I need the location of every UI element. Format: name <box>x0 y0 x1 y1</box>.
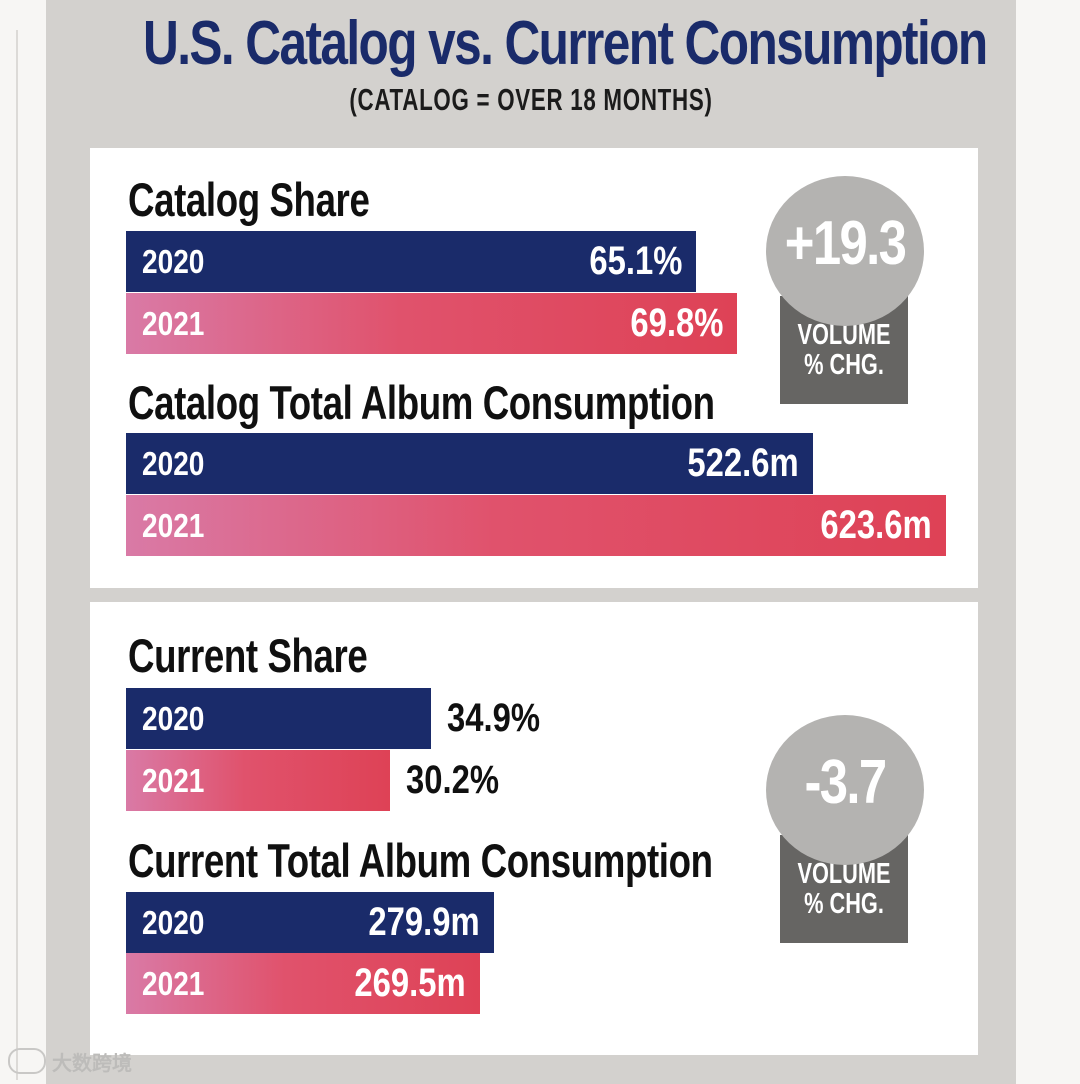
current-change-value: -3.7 <box>804 748 887 817</box>
catalog-share-bar-2020: 2020 65.1% <box>126 231 696 292</box>
bar-year-label: 2020 <box>142 700 205 737</box>
current-consumption-heading: Current Total Album Consumption <box>128 834 713 887</box>
current-share-heading: Current Share <box>128 629 368 682</box>
catalog-consumption-heading: Catalog Total Album Consumption <box>128 376 715 429</box>
volume-change-label: VOLUME % CHG. <box>797 858 891 920</box>
chart-subtitle: (CATALOG = OVER 18 MONTHS) <box>349 82 713 117</box>
bar-year-label: 2020 <box>142 243 205 280</box>
current-share-value-2020: 34.9% <box>447 696 541 740</box>
watermark-logo-icon <box>8 1048 46 1074</box>
edge-line <box>16 30 18 1080</box>
current-share-bar-2020: 2020 <box>126 688 431 749</box>
bar-value-label: 279.9m <box>368 900 480 944</box>
catalog-change-value: +19.3 <box>784 209 907 278</box>
catalog-share-bar-2021: 2021 69.8% <box>126 293 737 354</box>
bar-year-label: 2021 <box>142 507 205 544</box>
bar-year-label: 2020 <box>142 904 205 941</box>
watermark-text: 大数跨境 <box>52 1052 132 1075</box>
bar-year-label: 2021 <box>142 965 205 1002</box>
catalog-change-badge: +19.3 <box>766 176 924 326</box>
bar-year-label: 2021 <box>142 762 205 799</box>
catalog-consumption-bar-2020: 2020 522.6m <box>126 433 813 494</box>
current-change-badge: -3.7 <box>766 715 924 865</box>
catalog-consumption-bar-2021: 2021 623.6m <box>126 495 946 556</box>
volume-change-label: VOLUME % CHG. <box>797 319 891 381</box>
bar-value-label: 65.1% <box>588 239 682 283</box>
bar-value-label: 522.6m <box>687 441 799 485</box>
bar-year-label: 2021 <box>142 305 205 342</box>
bar-year-label: 2020 <box>142 445 205 482</box>
current-share-bar-2021: 2021 <box>126 750 390 811</box>
bar-value-label: 623.6m <box>820 503 932 547</box>
bar-value-label: 269.5m <box>354 961 466 1005</box>
current-consumption-bar-2021: 2021 269.5m <box>126 953 480 1014</box>
bar-value-label: 69.8% <box>629 301 723 345</box>
current-share-value-2021: 30.2% <box>406 758 500 802</box>
catalog-share-heading: Catalog Share <box>128 173 370 226</box>
watermark: 大数跨境 <box>8 1046 132 1076</box>
current-consumption-bar-2020: 2020 279.9m <box>126 892 494 953</box>
chart-title: U.S. Catalog vs. Current Consumption <box>143 9 988 78</box>
